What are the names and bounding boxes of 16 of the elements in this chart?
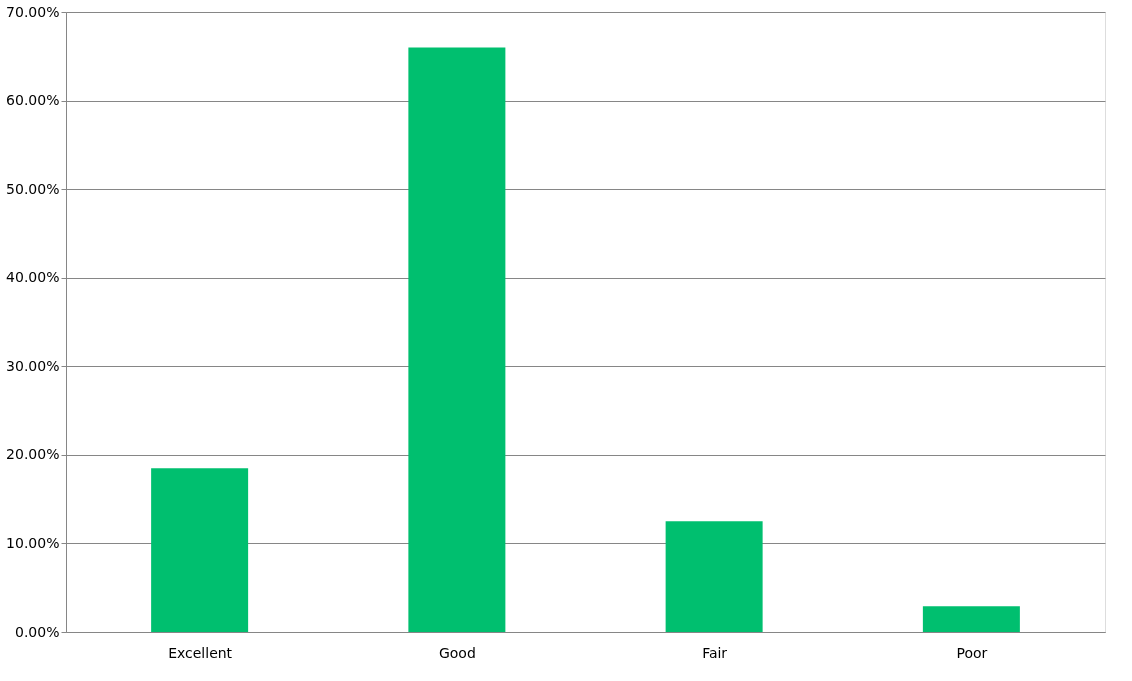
bar xyxy=(665,521,763,632)
y-tick-label: 30.00% xyxy=(6,357,60,374)
y-tick-label: 20.00% xyxy=(6,446,60,463)
bar xyxy=(922,606,1020,632)
y-tick-label: 40.00% xyxy=(6,269,60,286)
y-tick-label: 70.00% xyxy=(6,3,60,20)
y-tick-label: 60.00% xyxy=(6,92,60,109)
x-tick-label: Good xyxy=(438,644,476,661)
y-tick-label: 10.00% xyxy=(6,534,60,551)
bar xyxy=(408,47,506,632)
x-tick-label: Fair xyxy=(702,644,728,661)
x-tick-label: Excellent xyxy=(168,644,233,661)
x-tick-label: Poor xyxy=(956,644,988,661)
y-tick-label: 0.00% xyxy=(15,623,60,640)
bar xyxy=(151,468,249,632)
y-tick-label: 50.00% xyxy=(6,180,60,197)
